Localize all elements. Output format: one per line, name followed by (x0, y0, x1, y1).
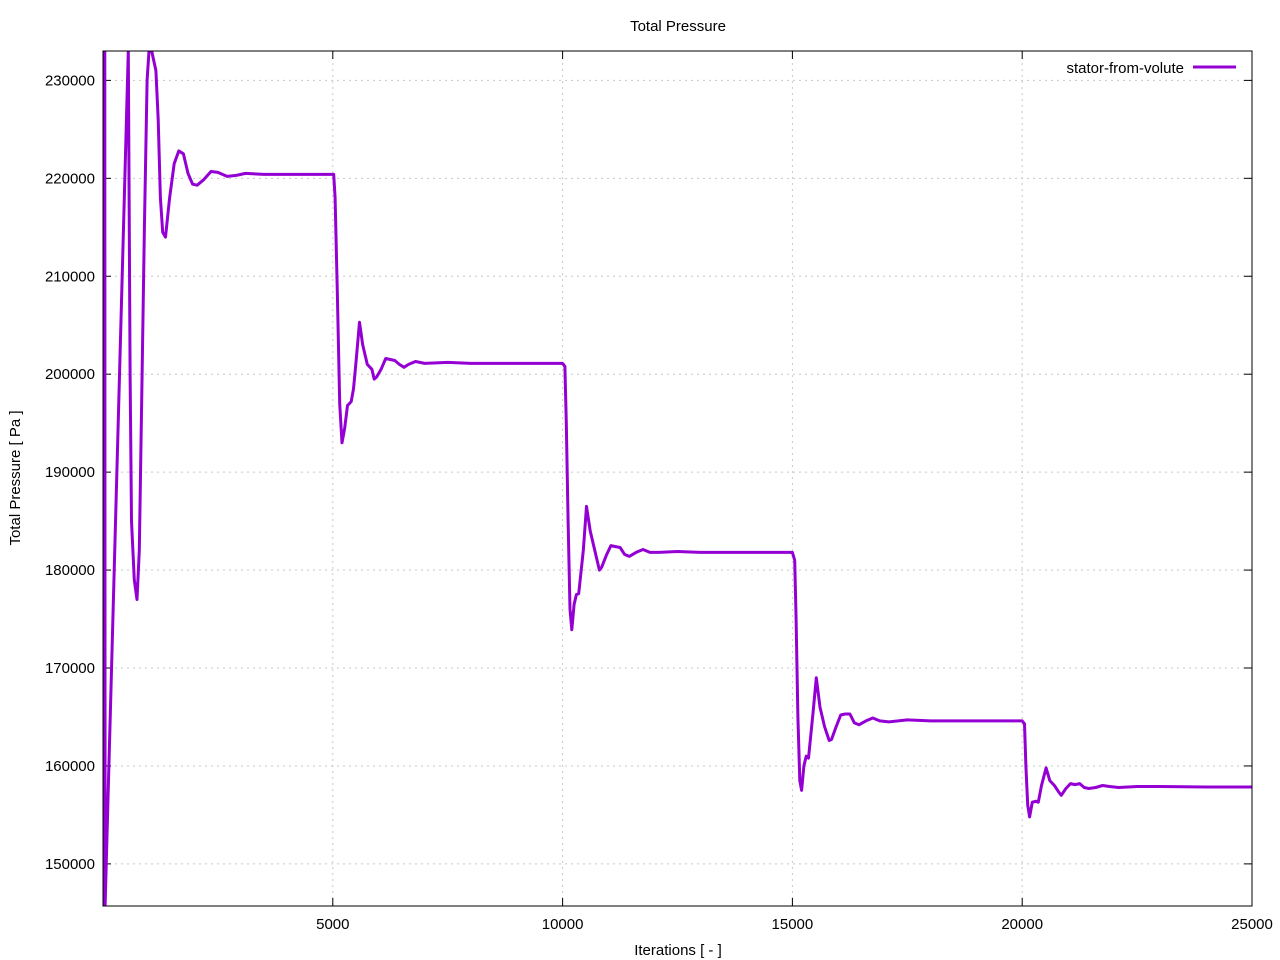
y-axis-title: Total Pressure [ Pa ] (7, 410, 24, 545)
x-axis-title: Iterations [ - ] (634, 942, 722, 959)
y-tick-label-4: 190000 (45, 464, 95, 481)
chart-title: Total Pressure (630, 18, 726, 35)
plot-area-frame (102, 50, 1253, 907)
x-tick-label-2: 15000 (772, 916, 814, 933)
y-tick-label-6: 210000 (45, 268, 95, 285)
legend: stator-from-volute (1066, 60, 1236, 77)
legend-label-stator-from-volute: stator-from-volute (1066, 60, 1184, 77)
y-tick-label-7: 220000 (45, 170, 95, 187)
x-tick-label-0: 5000 (316, 916, 349, 933)
grid (103, 51, 1252, 906)
y-tick-label-2: 170000 (45, 660, 95, 677)
series-layer (103, 51, 1252, 906)
x-tick-label-1: 10000 (542, 916, 584, 933)
x-tick-label-4: 25000 (1231, 916, 1273, 933)
y-tick-label-0: 150000 (45, 856, 95, 873)
tick-labels: 5000 10000 15000 20000 25000 150000 160000 1700… (45, 72, 1273, 933)
series-line-0 (103, 51, 1252, 906)
x-tick-label-3: 20000 (1001, 916, 1043, 933)
y-tick-label-3: 180000 (45, 562, 95, 579)
y-tick-label-5: 200000 (45, 366, 95, 383)
y-tick-label-8: 230000 (45, 72, 95, 89)
y-tick-label-1: 160000 (45, 758, 95, 775)
